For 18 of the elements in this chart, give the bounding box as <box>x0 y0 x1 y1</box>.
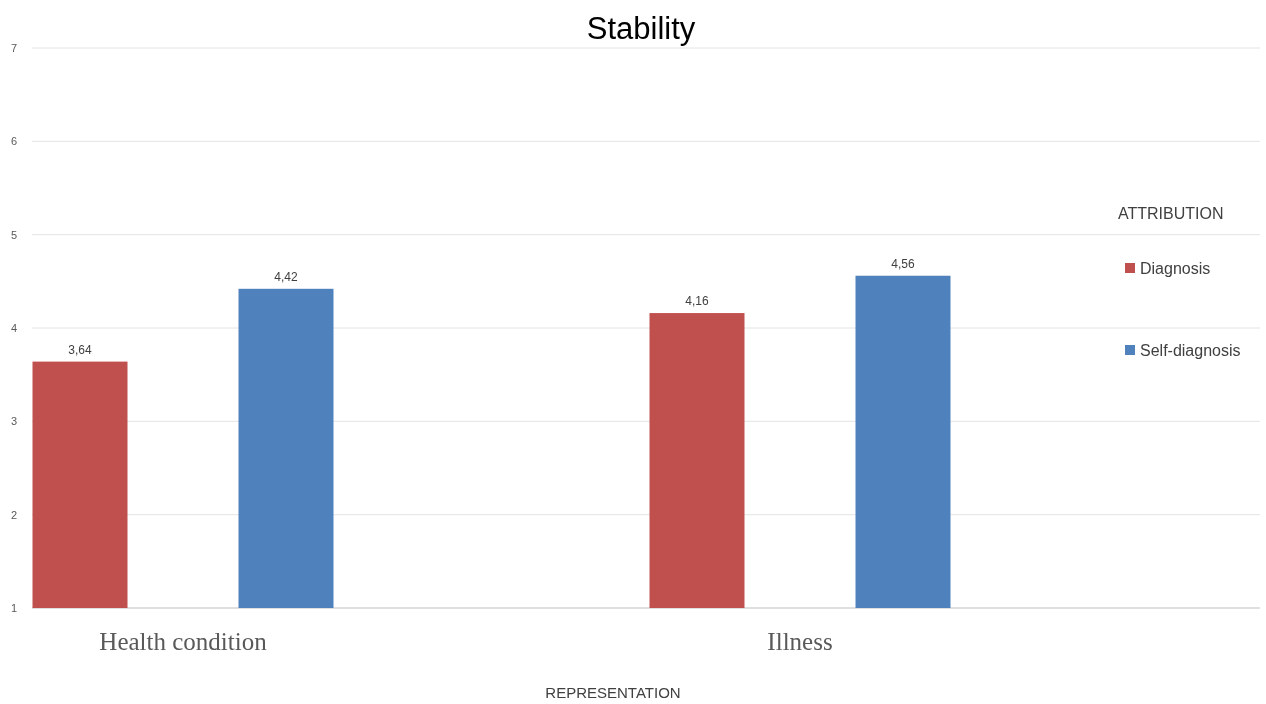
x-tick-label: Health condition <box>99 627 268 655</box>
y-tick-label: 3 <box>10 415 18 428</box>
y-tick-label: 6 <box>10 135 18 148</box>
data-label: 3,64 <box>68 342 92 357</box>
data-label: 4,56 <box>891 256 915 271</box>
chart-title: Stability <box>586 10 696 46</box>
y-tick-label: 7 <box>10 41 18 54</box>
y-tick-label: 4 <box>10 321 18 334</box>
legend-title: ATTRIBUTION <box>1118 204 1224 222</box>
legend-label: Diagnosis <box>1140 259 1211 277</box>
y-tick-label: 1 <box>10 601 18 614</box>
x-tick-label: Illness <box>767 627 833 655</box>
y-tick-label: 2 <box>10 508 18 521</box>
y-tick-label: 5 <box>10 228 18 241</box>
x-axis-title: REPRESENTATION <box>545 684 681 702</box>
data-label: 4,16 <box>685 294 709 309</box>
data-label: 4,42 <box>274 269 298 284</box>
legend-label: Self-diagnosis <box>1140 341 1241 359</box>
